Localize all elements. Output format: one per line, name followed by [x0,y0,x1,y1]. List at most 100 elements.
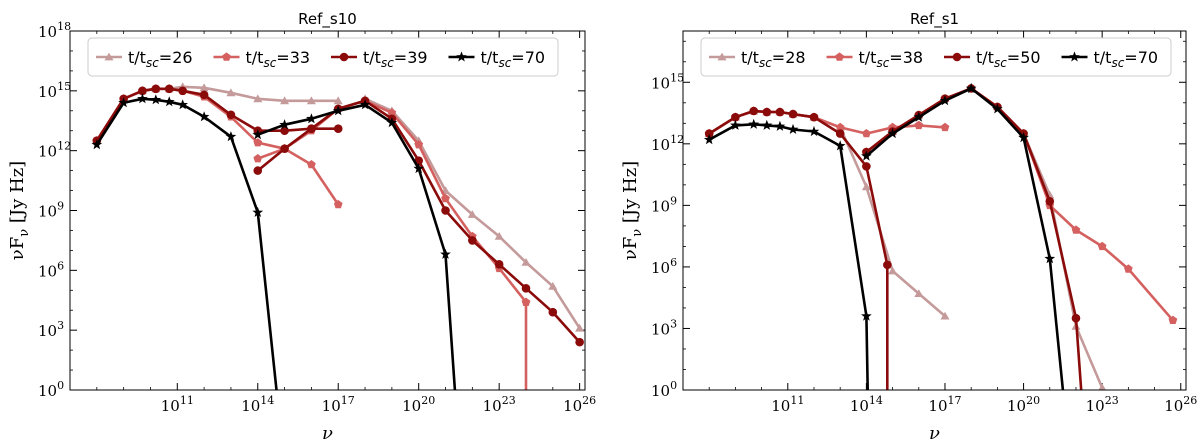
data-point [914,289,924,297]
data-point [762,107,772,117]
data-point [939,95,951,106]
legend-label: t/tsc=50 [976,48,1041,70]
data-point [787,123,799,134]
x-tick-label: 1011 [161,394,194,415]
chart-panel-2: 1011 1014 1017 1020 1023 1026 100 103 106 109 1012… [620,10,1197,444]
y-tick-label: 106 [38,259,64,280]
data-point [1097,241,1107,251]
data-point [253,166,263,175]
legend-entry-39: t/tsc=39 [331,48,428,70]
data-point [748,118,760,129]
series-line [257,99,528,390]
data-point [494,260,504,269]
plot-area [703,82,1178,390]
data-point [164,84,174,94]
plot-area [91,82,585,390]
x-tick-label: 1026 [563,394,596,415]
data-point [575,337,584,347]
data-point [280,126,289,136]
series-line [95,87,339,142]
legend-marker [717,52,727,61]
data-point [253,138,263,147]
legend-entry-70: t/tsc=70 [1061,48,1159,70]
data-point [1071,225,1081,234]
data-point [788,109,798,119]
y-axis-label: νFν [Jy Hz] [7,161,32,260]
x-axis-label: ν [322,423,333,444]
data-point [575,323,585,332]
data-point [730,119,741,130]
data-point [333,96,343,105]
data-point [413,163,424,174]
data-point [548,281,558,290]
data-point [703,134,715,145]
legend-entry-50: t/tsc=50 [944,48,1041,70]
data-point [1018,132,1029,143]
chart-title: Ref_s10 [298,10,357,29]
legend-marker [952,52,962,62]
data-point [888,266,898,275]
data-point [306,113,317,124]
data-point [198,111,210,122]
data-point [441,193,450,203]
legend-marker [1069,51,1080,62]
y-tick-label: 103 [38,319,64,340]
data-point [253,154,263,163]
data-point [199,83,209,92]
legend-marker [222,52,231,61]
data-point [280,96,290,105]
major-ticks [70,30,585,391]
y-tick-label: 106 [651,256,677,277]
data-point [386,117,398,128]
y-tick-label: 109 [651,194,677,215]
x-tick-label: 1020 [1007,394,1040,415]
legend-entry-26: t/tsc=26 [96,48,193,70]
minor-ticks [69,31,585,390]
data-point [1098,383,1106,390]
data-point [965,82,977,93]
data-point [521,297,531,306]
data-point [913,111,925,122]
data-point [1168,315,1178,324]
legend-label: t/tsc=33 [246,48,311,70]
minor-ticks [682,31,1186,390]
data-point [774,120,786,131]
legend-label: t/tsc=70 [1094,48,1159,70]
data-point [835,122,845,132]
data-point [548,307,558,317]
data-point [521,258,531,266]
legend-label: t/tsc=26 [128,48,193,70]
data-point [1124,264,1133,273]
data-point [1071,313,1081,323]
legend-label: t/tsc=39 [363,48,428,70]
legend-marker [835,52,844,61]
legend: t/tsc=28 t/tsc=38 t/tsc=50 t/tsc=70 [700,37,1172,77]
legend-entry-38: t/tsc=38 [826,48,923,70]
data-point [521,283,531,293]
legend-marker [104,52,114,61]
x-tick-label: 1026 [1164,394,1197,415]
legend-box [700,37,1172,77]
data-point [940,311,950,320]
y-axis-label: νFν [Jy Hz] [620,161,645,260]
data-point [749,106,759,116]
data-point [861,310,872,321]
data-point [226,110,236,120]
y-tick-label: 100 [38,379,64,400]
data-point [862,162,871,171]
data-point [834,140,846,151]
data-point [280,144,289,153]
data-point [809,112,819,122]
major-ticks [683,31,1186,391]
data-point [775,107,785,117]
series-39 [92,84,584,347]
data-point [761,119,773,130]
data-point [253,94,263,103]
y-tick-label: 109 [38,200,64,221]
x-tick-label: 1020 [402,394,435,415]
series-70 [703,82,1065,390]
x-axis-label: ν [929,423,940,444]
legend-label: t/tsc=70 [481,48,546,70]
data-point [333,199,343,209]
